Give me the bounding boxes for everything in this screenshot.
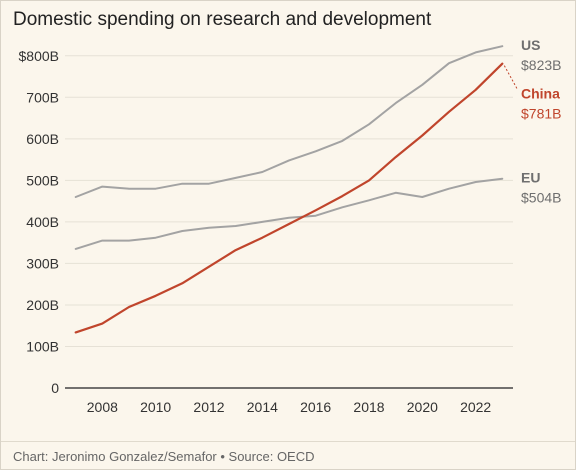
y-tick-label: 300B — [26, 255, 59, 271]
series-label-china: China — [521, 86, 560, 102]
x-tick-label: 2018 — [353, 399, 384, 415]
series-value-china: $781B — [521, 106, 561, 122]
line-chart: 0 100B 200B 300B 400B 500B 600B 700B $800B 2008 2… — [19, 37, 562, 415]
series-line-us — [74, 45, 504, 198]
series-label-us: US — [521, 37, 540, 53]
series-value-eu: $504B — [521, 190, 561, 206]
china-leader-line — [503, 65, 518, 89]
x-tick-label: 2012 — [193, 399, 224, 415]
footer-divider — [1, 441, 575, 442]
x-tick-label: 2020 — [407, 399, 438, 415]
y-tick-label: 200B — [26, 297, 59, 313]
y-tick-label: 100B — [26, 338, 59, 354]
series-value-us: $823B — [521, 57, 561, 73]
x-tick-label: 2016 — [300, 399, 331, 415]
series-line-eu — [74, 177, 504, 250]
y-tick-label: 500B — [26, 172, 59, 188]
x-tick-label: 2014 — [247, 399, 278, 415]
y-tick-label: 600B — [26, 131, 59, 147]
x-tick-label: 2022 — [460, 399, 491, 415]
y-tick-label: $800B — [19, 48, 59, 64]
series-label-eu: EU — [521, 170, 540, 186]
y-tick-label: 0 — [51, 380, 59, 396]
y-tick-label: 400B — [26, 214, 59, 230]
series-line-china — [74, 62, 504, 334]
chart-title: Domestic spending on research and develo… — [13, 9, 432, 30]
y-tick-label: 700B — [26, 89, 59, 105]
x-tick-label: 2010 — [140, 399, 171, 415]
x-tick-label: 2008 — [87, 399, 118, 415]
chart-credit: Chart: Jeronimo Gonzalez/Semafor • Sourc… — [13, 449, 315, 464]
